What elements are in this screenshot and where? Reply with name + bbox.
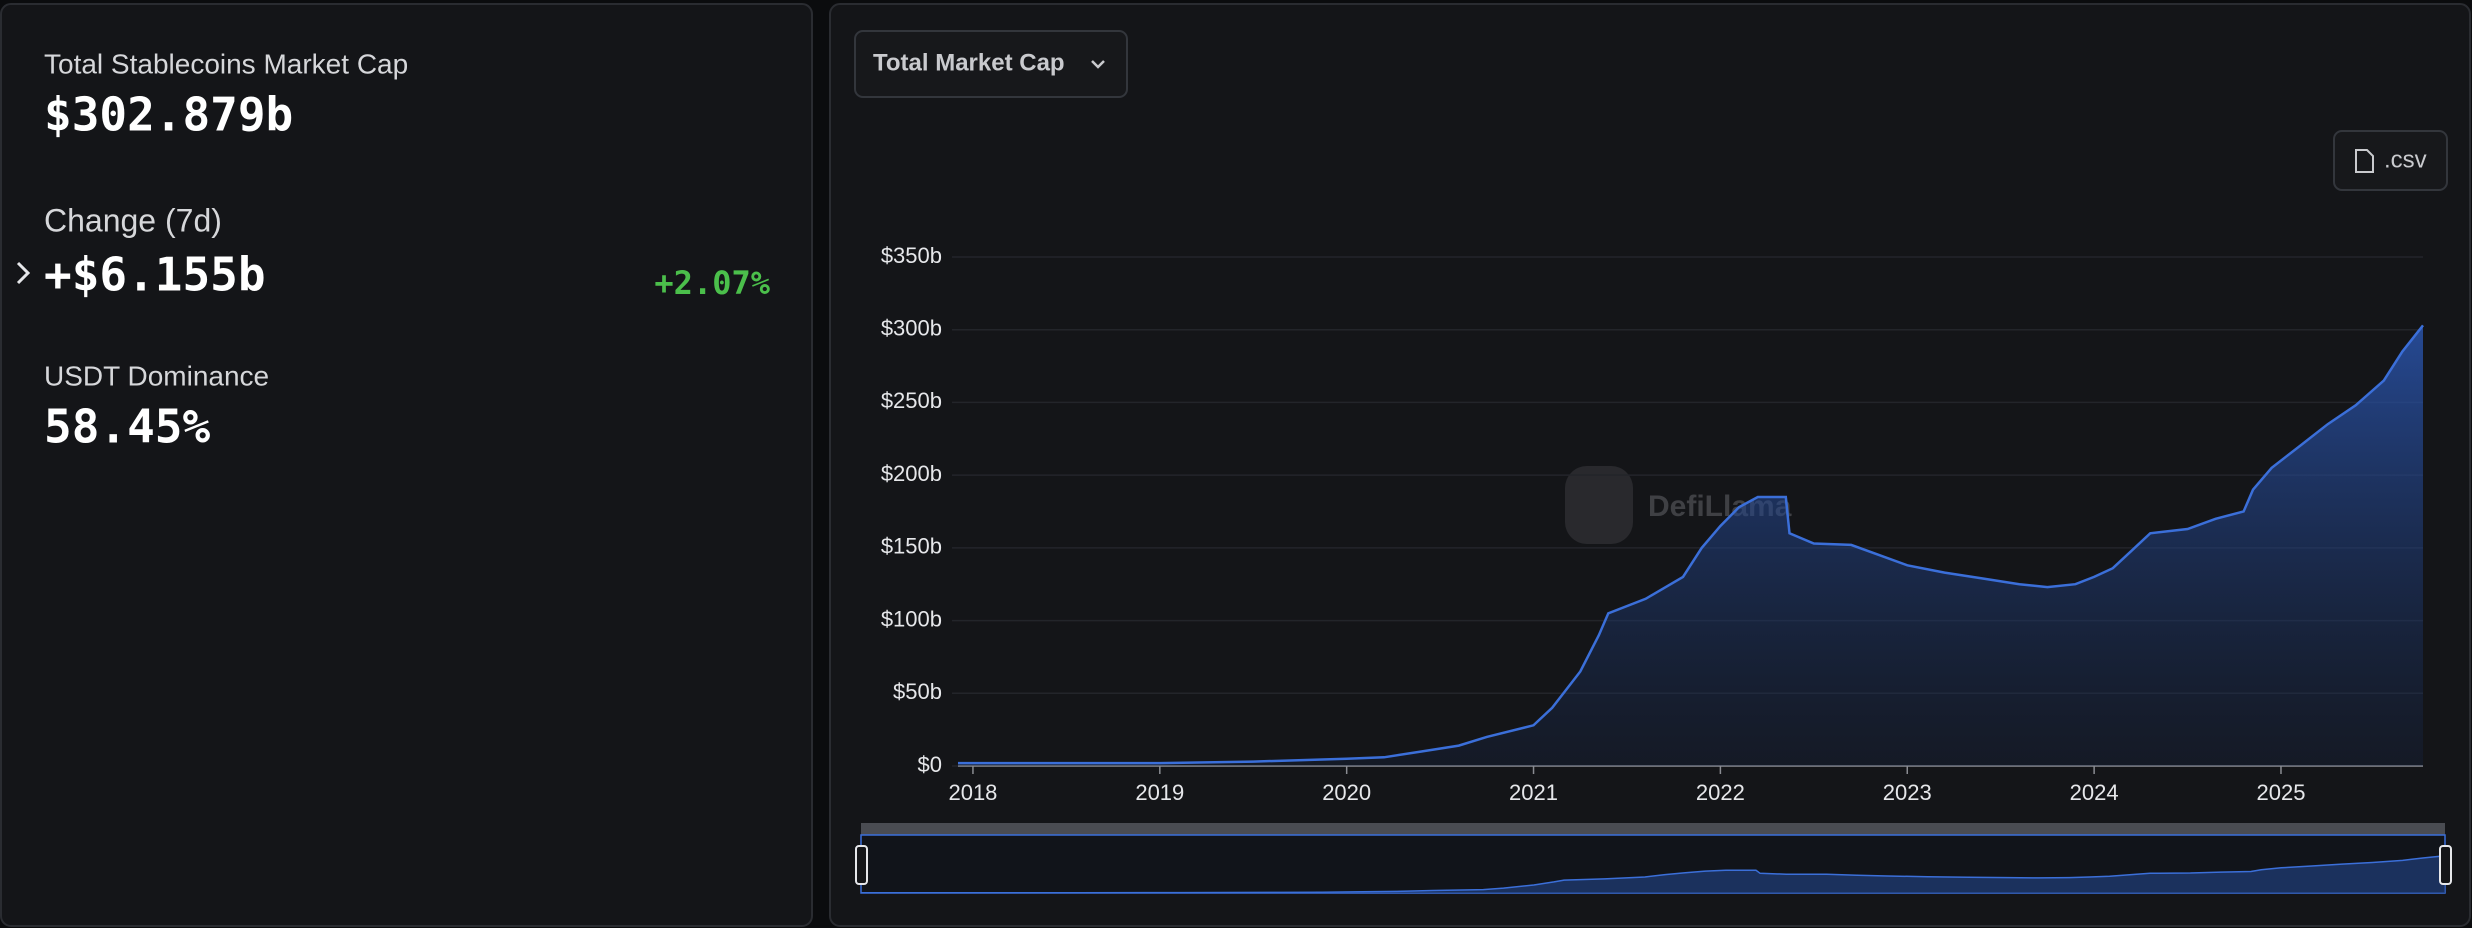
stat-label: Total Stablecoins Market Cap: [44, 48, 408, 79]
x-tick-label: 2024: [2070, 780, 2119, 805]
dropdown-caret: [1091, 60, 1105, 69]
x-tick-label: 2022: [1696, 780, 1745, 805]
navigator-area: [861, 855, 2445, 893]
stat-label: USDT Dominance: [44, 360, 269, 391]
y-tick-label: $200b: [881, 461, 942, 486]
y-tick-label: $150b: [881, 534, 942, 559]
x-tick-label: 2019: [1135, 780, 1184, 805]
stats-panel: [0, 3, 813, 927]
stat-value: $302.879b: [44, 88, 293, 142]
expand-chevron[interactable]: [16, 261, 31, 285]
chart-panel: [829, 3, 2471, 927]
navigator-handle[interactable]: [855, 845, 868, 885]
y-tick-label: $50b: [893, 679, 942, 704]
area: [958, 325, 2423, 766]
x-tick-label: 2023: [1883, 780, 1932, 805]
stat-label: Change (7d): [44, 202, 222, 238]
y-tick-label: $350b: [881, 243, 942, 268]
navigator-handle[interactable]: [2439, 845, 2452, 885]
y-tick-label: $0: [918, 752, 942, 777]
navigator-line: [861, 855, 2446, 894]
x-tick-label: 2020: [1322, 780, 1371, 805]
stat-change: +2.07%: [654, 264, 770, 302]
y-tick-label: $250b: [881, 388, 942, 413]
dropdown-label: Total Market Cap: [873, 49, 1065, 76]
line: [958, 324, 2424, 765]
csv-button[interactable]: [2333, 130, 2448, 191]
stat-value: +$6.155b: [44, 248, 266, 302]
watermark-logo: [1565, 466, 1633, 544]
x-tick-label: 2018: [948, 780, 997, 805]
stat-value: 58.45%: [44, 400, 210, 454]
csv-label: .csv: [2384, 146, 2427, 173]
x-tick-label: 2025: [2257, 780, 2306, 805]
y-tick-label: $100b: [881, 606, 942, 631]
x-tick-label: 2021: [1509, 780, 1558, 805]
dropdown[interactable]: [854, 30, 1128, 98]
navigator-bar[interactable]: [861, 823, 2445, 835]
file-icon: [2355, 149, 2374, 173]
y-tick-label: $300b: [881, 316, 942, 341]
